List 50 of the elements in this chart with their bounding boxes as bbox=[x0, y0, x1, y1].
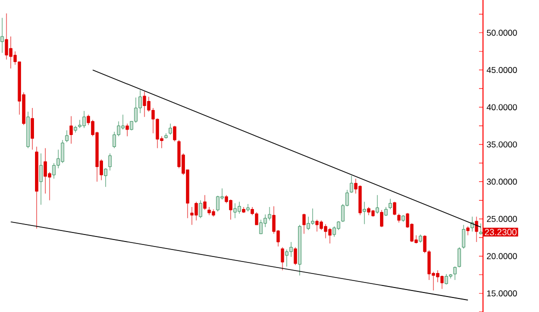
y-tick-label: 30.0000 bbox=[486, 178, 517, 185]
candlestick bbox=[462, 224, 466, 249]
y-tick-label: 45.0000 bbox=[486, 66, 517, 73]
candlestick bbox=[440, 275, 444, 290]
candlestick bbox=[82, 110, 86, 128]
candlestick bbox=[238, 202, 241, 214]
candlestick bbox=[388, 198, 392, 210]
candlestick bbox=[126, 123, 129, 137]
y-tick-label: 25.0000 bbox=[486, 216, 517, 222]
candlestick bbox=[74, 126, 78, 133]
candlestick bbox=[60, 140, 64, 164]
candlestick bbox=[289, 242, 293, 258]
candlestick bbox=[39, 153, 43, 206]
candlestick bbox=[190, 206, 194, 226]
y-tick-label: 20.0000 bbox=[486, 253, 517, 260]
y-tick-label: 50.0000 bbox=[486, 30, 517, 36]
candlestick bbox=[328, 228, 332, 244]
candlestick bbox=[142, 91, 146, 118]
candlestick bbox=[350, 175, 354, 194]
candlestick bbox=[376, 194, 379, 214]
candlestick bbox=[268, 206, 272, 221]
candlestick bbox=[458, 246, 461, 268]
y-tick-label: 35.0000 bbox=[486, 141, 517, 148]
candlestick bbox=[198, 200, 202, 218]
candlestick bbox=[30, 108, 34, 150]
text: 23.2300 bbox=[484, 228, 517, 236]
candlestick bbox=[0, 18, 4, 54]
candlestick bbox=[294, 246, 298, 266]
candlestick bbox=[479, 223, 482, 235]
candlestick bbox=[324, 224, 328, 239]
candlestick bbox=[173, 126, 176, 142]
candlestick bbox=[259, 219, 263, 234]
candlestick bbox=[203, 194, 206, 210]
candlestick bbox=[4, 13, 8, 60]
candlestick bbox=[70, 116, 73, 144]
candlestick bbox=[65, 130, 68, 142]
candlestick bbox=[108, 153, 112, 171]
y-tick-label: 40.0000 bbox=[486, 104, 517, 110]
candlestick bbox=[52, 162, 56, 179]
candlestick bbox=[233, 203, 237, 218]
y-tick-label: 15.0000 bbox=[487, 290, 517, 296]
candlestick bbox=[254, 212, 258, 226]
candlestick bbox=[302, 213, 306, 234]
candlestick bbox=[453, 266, 457, 280]
candlestick bbox=[246, 204, 250, 212]
candlestick bbox=[280, 246, 284, 271]
candlestick bbox=[362, 202, 366, 224]
candlestick bbox=[104, 168, 108, 188]
candlestick bbox=[168, 123, 172, 136]
candlestick bbox=[380, 210, 384, 228]
